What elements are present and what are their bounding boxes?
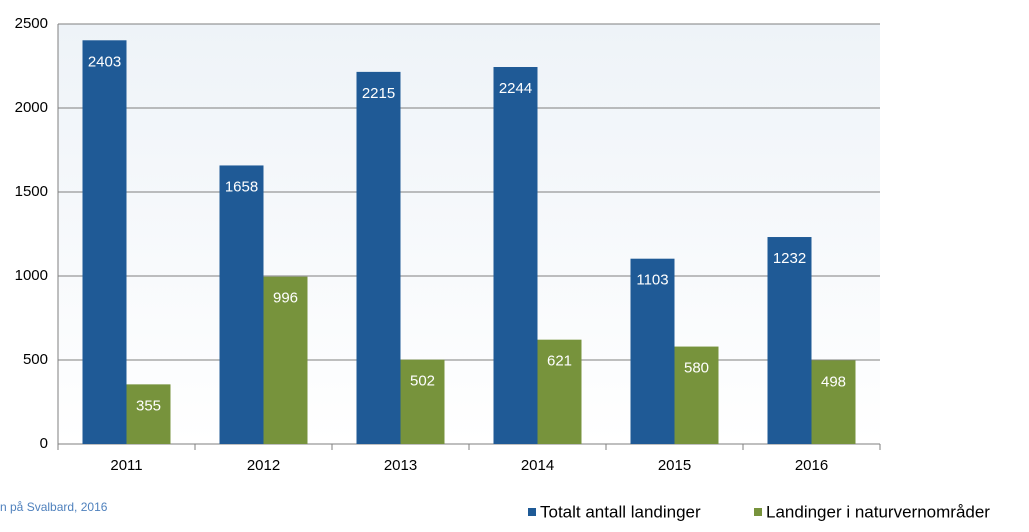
bar [767, 237, 812, 444]
legend-swatch [754, 508, 762, 516]
data-label: 498 [821, 373, 846, 390]
data-label: 1232 [773, 250, 806, 267]
bar [82, 40, 127, 445]
bar [356, 71, 401, 444]
source: n på Svalbard, 2016 [0, 500, 108, 514]
x-tick-label: 2012 [247, 457, 280, 474]
y-tick-label: 2500 [15, 15, 48, 32]
plot-background [58, 24, 880, 444]
data-label: 355 [136, 397, 161, 414]
y-tick-label: 1000 [15, 267, 48, 284]
data-label: 2215 [362, 85, 395, 102]
y-tick-label: 500 [23, 351, 48, 368]
data-label: 996 [273, 290, 298, 307]
bar [263, 276, 308, 444]
legend-swatch [528, 508, 536, 516]
x-tick-label: 2016 [795, 457, 828, 474]
data-label: 580 [684, 360, 709, 377]
data-label: 2403 [88, 53, 121, 70]
bar [630, 258, 675, 444]
x-tick-label: 2011 [110, 457, 142, 474]
y-tick-label: 2000 [15, 99, 48, 116]
x-tick-label: 2014 [521, 457, 554, 474]
data-label: 1658 [225, 178, 258, 195]
bar [674, 346, 719, 444]
data-label: 621 [547, 353, 572, 370]
data-label: 502 [410, 373, 435, 390]
bar [493, 67, 538, 445]
data-label: 1103 [636, 272, 668, 289]
x-tick-label: 2015 [658, 457, 691, 474]
x-tick-label: 2013 [384, 457, 417, 474]
bar [537, 339, 582, 444]
legend-label: Totalt antall landinger [540, 502, 701, 521]
bar [811, 360, 856, 444]
data-label: 2244 [499, 80, 532, 97]
bar [219, 165, 264, 444]
legend-label: Landinger i naturvernområder [766, 502, 990, 521]
bar [400, 359, 445, 444]
y-tick-label: 1500 [15, 183, 48, 200]
y-tick-label: 0 [40, 435, 48, 452]
bar [126, 384, 171, 444]
